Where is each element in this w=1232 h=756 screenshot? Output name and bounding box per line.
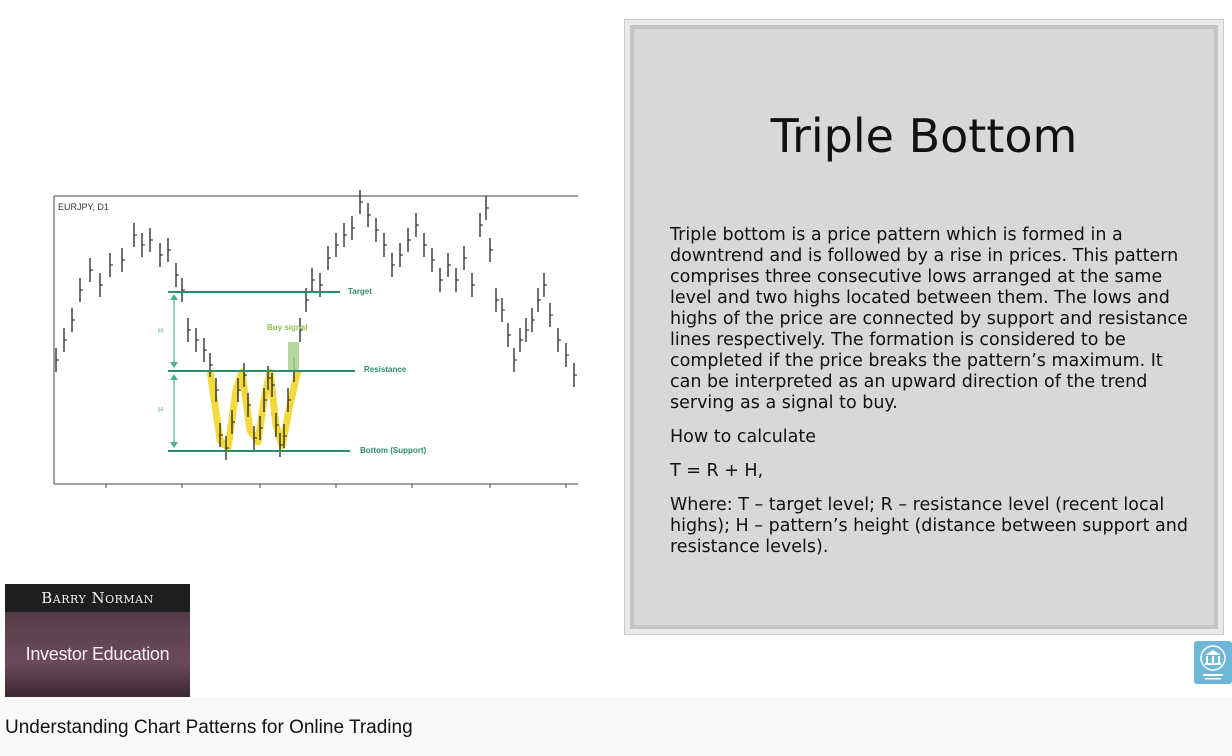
slide-inner: Triple Bottom Triple bottom is a price p… xyxy=(630,25,1218,629)
institute-building-icon[interactable] xyxy=(1194,641,1232,684)
triple-bottom-chart: EURJPY, D1 H H Target Buy signal Resista… xyxy=(50,190,580,490)
institute-building-icon-svg xyxy=(1200,645,1226,680)
slide-panel: Triple Bottom Triple bottom is a price p… xyxy=(624,19,1224,635)
slide-paragraph-where: Where: T – target level; R – resistance … xyxy=(670,495,1188,557)
video-title[interactable]: Understanding Chart Patterns for Online … xyxy=(5,717,413,738)
brand-name: Barry Norman xyxy=(5,584,190,612)
slide-body: Triple bottom is a price pattern which i… xyxy=(670,225,1192,571)
brand-logo: Barry Norman Investor Education xyxy=(5,584,190,697)
video-frame[interactable]: EURJPY, D1 H H Target Buy signal Resista… xyxy=(0,0,1232,697)
chart-plot-area xyxy=(54,196,578,484)
height-label-upper: H xyxy=(158,328,163,335)
arrow-head-icon xyxy=(170,294,178,300)
support-label: Bottom (Support) xyxy=(360,446,427,455)
buy-signal-label: Buy signal xyxy=(267,323,307,332)
x-axis-ticks xyxy=(105,484,567,488)
chart-svg: EURJPY, D1 H H Target Buy signal Resista… xyxy=(53,190,578,488)
buy-signal-highlight xyxy=(288,342,299,372)
arrow-head-icon xyxy=(170,442,178,448)
arrow-head-icon xyxy=(170,362,178,368)
caption-bar: Understanding Chart Patterns for Online … xyxy=(0,697,1232,756)
slide-title: Triple Bottom xyxy=(770,109,1078,163)
arrow-head-icon xyxy=(170,374,178,380)
chart-symbol-label: EURJPY, D1 xyxy=(58,202,109,212)
slide-paragraph-how-to: How to calculate xyxy=(670,427,817,447)
slide-paragraph-description: Triple bottom is a price pattern which i… xyxy=(670,225,1188,413)
height-label-lower: H xyxy=(158,407,163,414)
brand-subtitle: Investor Education xyxy=(25,644,170,664)
target-label: Target xyxy=(348,287,372,296)
resistance-label: Resistance xyxy=(364,365,407,374)
slide-paragraph-formula: T = R + H, xyxy=(670,461,764,481)
